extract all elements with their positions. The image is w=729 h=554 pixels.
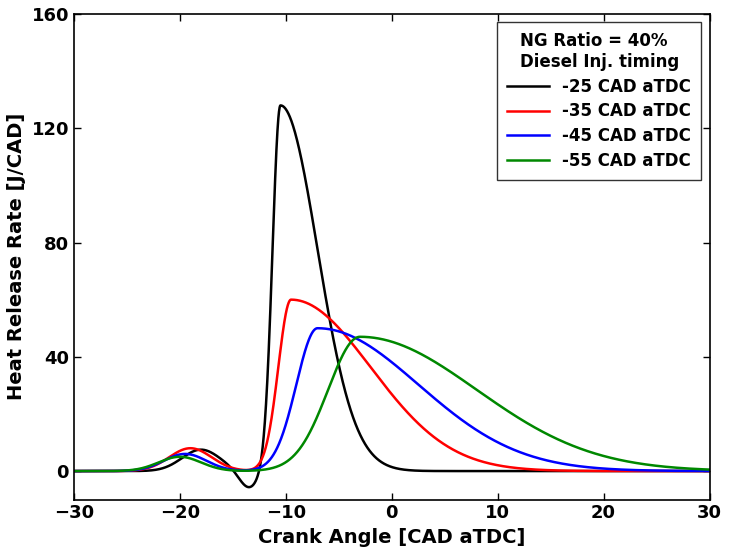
-45 CAD aTDC — [313, 325, 322, 331]
-45 CAD aTDC — [185, 451, 194, 458]
-55 CAD aTDC — [544, 432, 553, 438]
-55 CAD aTDC — [356, 334, 364, 340]
-25 CAD aTDC — [276, 102, 285, 109]
X-axis label: Crank Angle [CAD aTDC]: Crank Angle [CAD aTDC] — [258, 528, 526, 547]
-35 CAD aTDC — [592, 468, 601, 474]
-35 CAD aTDC — [483, 460, 492, 466]
-35 CAD aTDC — [185, 445, 194, 452]
-35 CAD aTDC — [69, 468, 78, 474]
-25 CAD aTDC — [245, 484, 254, 490]
-35 CAD aTDC — [705, 468, 714, 474]
-45 CAD aTDC — [451, 412, 459, 418]
-35 CAD aTDC — [286, 296, 295, 303]
-45 CAD aTDC — [705, 468, 714, 474]
-55 CAD aTDC — [451, 372, 459, 378]
-25 CAD aTDC — [313, 243, 321, 249]
Legend: -25 CAD aTDC, -35 CAD aTDC, -45 CAD aTDC, -55 CAD aTDC: -25 CAD aTDC, -35 CAD aTDC, -45 CAD aTDC… — [497, 22, 701, 179]
Y-axis label: Heat Release Rate [J/CAD]: Heat Release Rate [J/CAD] — [7, 113, 26, 401]
-45 CAD aTDC — [592, 465, 601, 471]
-55 CAD aTDC — [185, 455, 194, 461]
-45 CAD aTDC — [544, 458, 553, 464]
-45 CAD aTDC — [69, 468, 78, 474]
-45 CAD aTDC — [483, 433, 492, 440]
-55 CAD aTDC — [705, 466, 714, 473]
-25 CAD aTDC — [483, 468, 492, 474]
-35 CAD aTDC — [544, 467, 553, 474]
Line: -25 CAD aTDC: -25 CAD aTDC — [74, 105, 709, 487]
-25 CAD aTDC — [451, 468, 460, 474]
-25 CAD aTDC — [544, 468, 553, 474]
-55 CAD aTDC — [69, 468, 78, 474]
-55 CAD aTDC — [483, 394, 492, 401]
-35 CAD aTDC — [451, 448, 459, 454]
-25 CAD aTDC — [705, 468, 714, 474]
-25 CAD aTDC — [593, 468, 601, 474]
Line: -55 CAD aTDC: -55 CAD aTDC — [74, 337, 709, 471]
Line: -45 CAD aTDC: -45 CAD aTDC — [74, 328, 709, 471]
-25 CAD aTDC — [185, 450, 194, 456]
-45 CAD aTDC — [312, 325, 321, 332]
Line: -35 CAD aTDC: -35 CAD aTDC — [74, 300, 709, 471]
-25 CAD aTDC — [69, 468, 78, 474]
-35 CAD aTDC — [313, 305, 321, 312]
-55 CAD aTDC — [592, 450, 601, 457]
-55 CAD aTDC — [312, 414, 321, 421]
